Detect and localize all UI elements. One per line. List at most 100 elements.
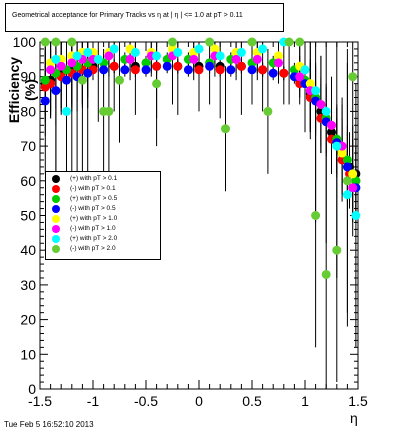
data-point [351, 176, 361, 186]
data-point [56, 61, 66, 71]
data-point [162, 61, 172, 71]
legend-marker [52, 245, 60, 253]
x-tick-label: -1 [87, 393, 100, 409]
legend-label: (+) with pT > 0.5 [70, 195, 118, 202]
data-point [93, 54, 103, 64]
legend-marker [52, 185, 60, 193]
data-point [279, 68, 289, 78]
data-point [152, 51, 162, 61]
data-point [300, 65, 310, 75]
data-point [67, 58, 77, 68]
data-point [130, 65, 140, 75]
data-point [51, 37, 61, 47]
data-point [141, 58, 151, 68]
data-point [342, 190, 352, 200]
data-point [351, 211, 361, 220]
y-axis-label: Efficiency (%) [6, 56, 38, 124]
data-point [83, 47, 93, 57]
legend-item: (-) with pT > 0.5 [46, 204, 162, 214]
data-point [274, 51, 283, 61]
data-point [141, 65, 151, 75]
data-point [268, 68, 278, 78]
data-point [194, 44, 204, 54]
axes: 0 10 20 30 40 50 60 70 80 90 100 -1.5 -1 -0.5 0 0.5 1 1.5 [13, 34, 368, 409]
legend-marker [52, 225, 60, 233]
data-point [72, 51, 82, 61]
data-point [120, 65, 130, 75]
data-point [109, 61, 119, 71]
data-point [51, 54, 61, 64]
legend-label: (-) with pT > 1.0 [70, 225, 116, 232]
data-point [125, 54, 135, 64]
legend-label: (+) with pT > 1.0 [70, 215, 118, 222]
data-point [62, 75, 71, 85]
legend-item: (+) with pT > 2.0 [46, 234, 162, 244]
data-point [205, 61, 215, 71]
data-point [205, 37, 215, 47]
y-tick-label: 80 [20, 103, 36, 119]
data-point [295, 72, 305, 82]
data-point [327, 120, 336, 130]
data-point [46, 65, 56, 75]
x-tick-label: 0.5 [242, 393, 262, 409]
chart-title: Geometrical acceptance for Primary Track… [12, 12, 243, 19]
data-point [152, 79, 162, 89]
x-tick-label: -1.5 [28, 393, 52, 409]
data-point [62, 106, 71, 116]
data-point [332, 141, 342, 151]
y-tick-label: 10 [20, 346, 36, 362]
legend-marker [52, 205, 60, 213]
data-point [327, 127, 336, 137]
data-point [337, 148, 347, 158]
data-point [231, 54, 241, 64]
data-point [168, 37, 177, 47]
data-point [173, 61, 183, 71]
data-point [40, 96, 50, 106]
data-point [316, 99, 326, 109]
data-point [258, 44, 268, 54]
data-point [295, 37, 305, 47]
data-point [236, 47, 246, 57]
legend-item: (+) with pT > 0.1 [46, 174, 162, 184]
legend-label: (-) with pT > 0.5 [70, 205, 116, 212]
data-points [40, 37, 361, 279]
data-point [215, 65, 225, 75]
data-point [40, 37, 50, 47]
data-point [183, 65, 193, 75]
data-point [342, 155, 352, 165]
data-point [305, 79, 315, 89]
data-point [104, 51, 114, 61]
data-point [99, 65, 109, 75]
legend-marker [52, 175, 60, 183]
data-point [321, 269, 331, 279]
data-point [342, 176, 352, 186]
data-point [152, 61, 162, 71]
y-tick-label: 70 [20, 138, 36, 154]
data-point [274, 58, 283, 68]
legend-item: (+) with pT > 1.0 [46, 214, 162, 224]
data-point [226, 65, 236, 75]
y-tick-label: 100 [13, 34, 37, 50]
legend-label: (+) with pT > 2.0 [70, 235, 118, 242]
data-point [342, 162, 352, 172]
data-point [348, 183, 358, 193]
data-point [115, 75, 124, 85]
data-point [215, 51, 225, 61]
data-point [252, 54, 262, 64]
legend-item: (-) with pT > 2.0 [46, 244, 162, 254]
data-point [236, 61, 246, 71]
data-point [173, 47, 183, 57]
x-tick-label: 1.5 [348, 393, 368, 409]
data-point [348, 169, 358, 179]
data-point [67, 37, 77, 47]
legend-item: (+) with pT > 0.5 [46, 194, 162, 204]
y-tick-label: 40 [20, 242, 36, 258]
y-tick-label: 50 [20, 208, 36, 224]
legend-marker [52, 215, 60, 223]
data-point [109, 44, 119, 54]
data-point [348, 72, 358, 82]
data-point [263, 106, 273, 116]
data-point [247, 37, 257, 47]
data-point [77, 75, 87, 85]
